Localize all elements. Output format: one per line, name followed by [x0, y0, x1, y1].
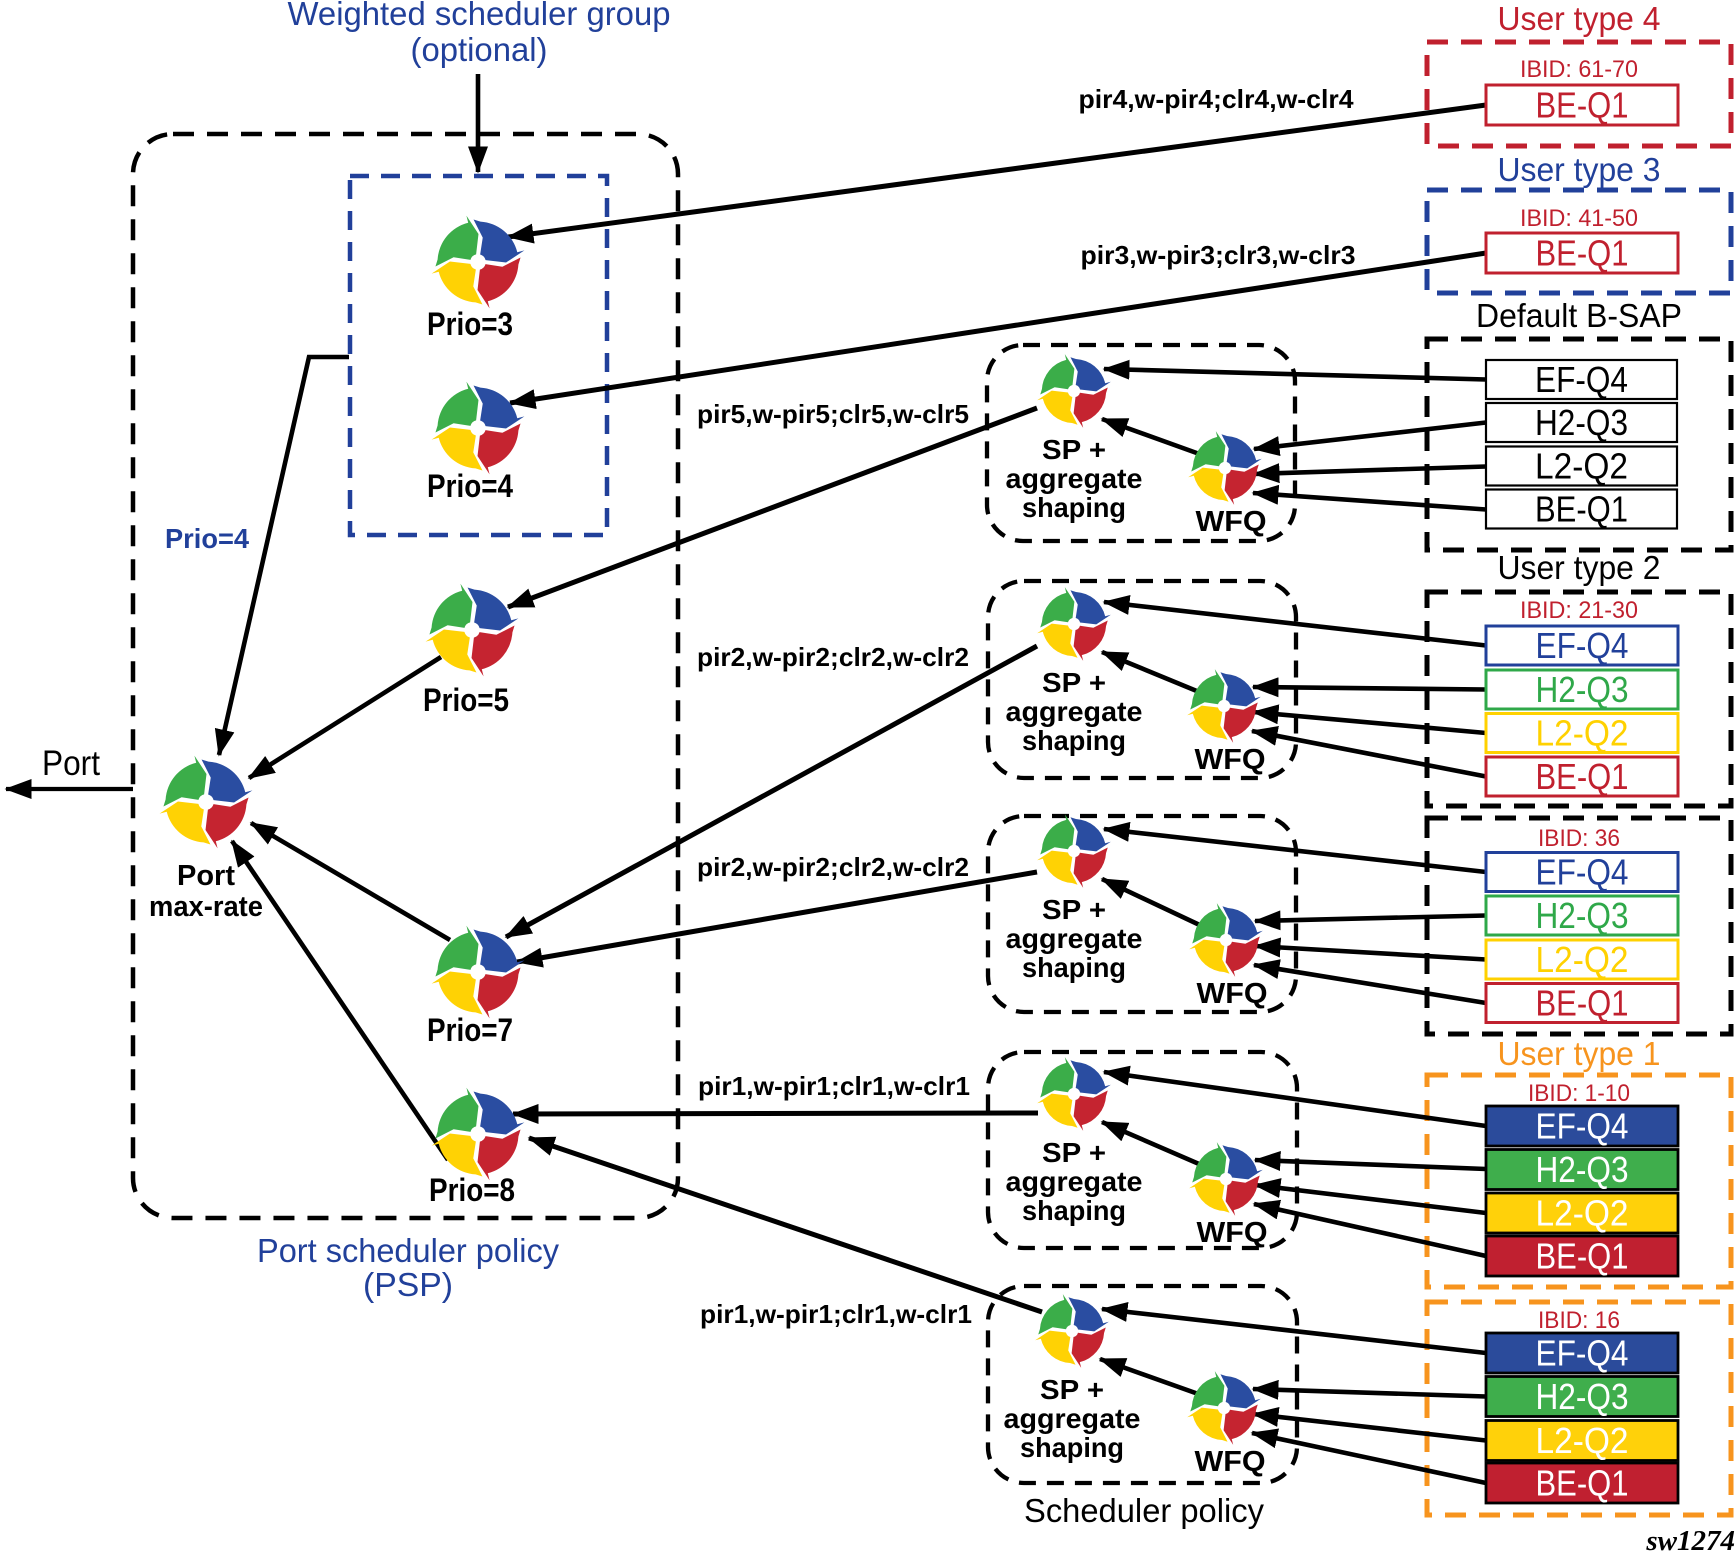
- svg-text:pir2,w-pir2;clr2,w-clr2: pir2,w-pir2;clr2,w-clr2: [697, 642, 969, 672]
- svg-text:pir3,w-pir3;clr3,w-clr3: pir3,w-pir3;clr3,w-clr3: [1081, 240, 1356, 270]
- svg-text:SP +: SP +: [1042, 667, 1106, 698]
- svg-text:BE-Q1: BE-Q1: [1536, 983, 1629, 1024]
- svg-text:pir1,w-pir1;clr1,w-clr1: pir1,w-pir1;clr1,w-clr1: [700, 1299, 972, 1329]
- svg-text:WFQ: WFQ: [1196, 506, 1267, 538]
- svg-text:Default B-SAP: Default B-SAP: [1476, 297, 1682, 334]
- svg-text:BE-Q1: BE-Q1: [1536, 1236, 1629, 1277]
- svg-text:H2-Q3: H2-Q3: [1536, 895, 1629, 936]
- svg-text:IBID: 36: IBID: 36: [1538, 825, 1620, 852]
- svg-text:shaping: shaping: [1020, 1432, 1124, 1463]
- svg-text:Scheduler policy: Scheduler policy: [1024, 1492, 1264, 1529]
- svg-text:shaping: shaping: [1022, 725, 1126, 756]
- svg-text:aggregate: aggregate: [1006, 696, 1143, 727]
- svg-text:aggregate: aggregate: [1004, 1403, 1141, 1434]
- svg-text:aggregate: aggregate: [1006, 1166, 1143, 1197]
- svg-text:shaping: shaping: [1022, 1195, 1126, 1226]
- svg-text:H2-Q3: H2-Q3: [1536, 1376, 1629, 1417]
- svg-text:shaping: shaping: [1022, 952, 1126, 983]
- svg-text:BE-Q1: BE-Q1: [1536, 1463, 1629, 1504]
- svg-text:EF-Q4: EF-Q4: [1536, 625, 1629, 666]
- svg-text:IBID: 41-50: IBID: 41-50: [1520, 205, 1638, 232]
- svg-text:(optional): (optional): [411, 31, 548, 68]
- svg-text:L2-Q2: L2-Q2: [1536, 939, 1629, 980]
- svg-text:SP +: SP +: [1042, 894, 1106, 925]
- svg-text:Prio=5: Prio=5: [423, 682, 509, 718]
- svg-text:Port scheduler policy: Port scheduler policy: [257, 1232, 559, 1269]
- svg-text:(PSP): (PSP): [363, 1266, 453, 1303]
- svg-text:L2-Q2: L2-Q2: [1535, 446, 1628, 487]
- svg-text:H2-Q3: H2-Q3: [1535, 402, 1628, 443]
- svg-text:EF-Q4: EF-Q4: [1536, 852, 1629, 893]
- svg-text:BE-Q1: BE-Q1: [1536, 756, 1629, 797]
- svg-text:EF-Q4: EF-Q4: [1536, 1333, 1629, 1374]
- svg-text:WFQ: WFQ: [1197, 1217, 1268, 1249]
- svg-text:User type 3: User type 3: [1498, 151, 1661, 188]
- svg-text:BE-Q1: BE-Q1: [1535, 489, 1628, 530]
- svg-text:Prio=4: Prio=4: [427, 468, 513, 504]
- svg-text:shaping: shaping: [1022, 492, 1126, 523]
- svg-text:Prio=7: Prio=7: [427, 1012, 513, 1048]
- svg-text:aggregate: aggregate: [1006, 463, 1143, 494]
- svg-text:Prio=3: Prio=3: [427, 306, 513, 342]
- svg-text:SP +: SP +: [1042, 1137, 1106, 1168]
- svg-text:EF-Q4: EF-Q4: [1535, 359, 1628, 400]
- svg-text:pir1,w-pir1;clr1,w-clr1: pir1,w-pir1;clr1,w-clr1: [698, 1071, 970, 1101]
- svg-text:sw1274: sw1274: [1645, 1525, 1735, 1553]
- svg-text:WFQ: WFQ: [1195, 1446, 1266, 1478]
- svg-text:SP +: SP +: [1040, 1374, 1104, 1405]
- svg-text:IBID: 61-70: IBID: 61-70: [1520, 56, 1638, 83]
- svg-text:max-rate: max-rate: [149, 891, 263, 923]
- svg-text:Port: Port: [177, 860, 235, 892]
- svg-text:BE-Q1: BE-Q1: [1536, 85, 1629, 126]
- svg-text:aggregate: aggregate: [1006, 923, 1143, 954]
- svg-text:IBID: 1-10: IBID: 1-10: [1528, 1080, 1630, 1107]
- svg-text:WFQ: WFQ: [1197, 978, 1268, 1010]
- svg-text:pir4,w-pir4;clr4,w-clr4: pir4,w-pir4;clr4,w-clr4: [1079, 84, 1355, 114]
- svg-text:pir2,w-pir2;clr2,w-clr2: pir2,w-pir2;clr2,w-clr2: [697, 852, 969, 882]
- svg-text:H2-Q3: H2-Q3: [1536, 1149, 1629, 1190]
- svg-text:Port: Port: [42, 744, 100, 783]
- svg-text:Weighted scheduler group: Weighted scheduler group: [288, 0, 671, 32]
- svg-text:pir5,w-pir5;clr5,w-clr5: pir5,w-pir5;clr5,w-clr5: [697, 399, 969, 429]
- svg-text:User type 4: User type 4: [1498, 0, 1661, 37]
- svg-text:IBID: 21-30: IBID: 21-30: [1520, 597, 1638, 624]
- svg-text:Prio=4: Prio=4: [165, 523, 249, 554]
- svg-text:WFQ: WFQ: [1195, 744, 1266, 776]
- svg-text:BE-Q1: BE-Q1: [1536, 233, 1629, 274]
- svg-text:IBID: 16: IBID: 16: [1538, 1307, 1620, 1334]
- svg-text:User type 1: User type 1: [1498, 1035, 1661, 1072]
- svg-text:H2-Q3: H2-Q3: [1536, 669, 1629, 710]
- svg-text:EF-Q4: EF-Q4: [1536, 1106, 1629, 1147]
- svg-text:L2-Q2: L2-Q2: [1536, 713, 1629, 754]
- svg-text:L2-Q2: L2-Q2: [1536, 1193, 1629, 1234]
- svg-text:L2-Q2: L2-Q2: [1536, 1420, 1629, 1461]
- svg-text:Prio=8: Prio=8: [429, 1172, 515, 1208]
- svg-text:User type 2: User type 2: [1498, 549, 1661, 586]
- svg-text:SP +: SP +: [1042, 434, 1106, 465]
